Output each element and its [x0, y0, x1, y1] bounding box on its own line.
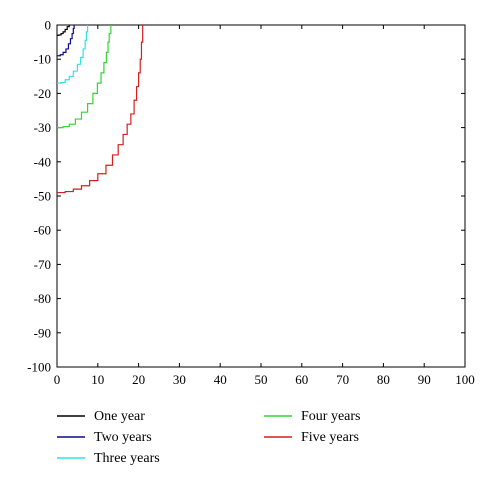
series-layer — [57, 25, 144, 194]
x-tick-label: 20 — [132, 372, 145, 387]
x-tick-label: 50 — [255, 372, 268, 387]
y-tick-label: -70 — [34, 257, 51, 272]
y-axis: 0 -10 -20 -30 -40 -50 -60 -70 -80 -90 -100 — [27, 18, 465, 375]
series-line-2 — [57, 25, 75, 57]
legend-label-5: Five years — [301, 430, 359, 445]
series-line-5 — [57, 25, 144, 194]
x-tick-label: 80 — [377, 372, 390, 387]
y-tick-label: -40 — [34, 154, 51, 169]
y-tick-label: -60 — [34, 223, 51, 238]
legend-label-4: Four years — [301, 409, 361, 424]
x-tick-label: 100 — [455, 372, 475, 387]
y-tick-label: -90 — [34, 325, 51, 340]
y-tick-label: -80 — [34, 291, 51, 306]
x-axis: 0 10 20 30 40 50 60 70 80 90 100 — [54, 25, 475, 387]
x-tick-label: 0 — [54, 372, 61, 387]
x-tick-label: 40 — [214, 372, 227, 387]
plot-area-frame — [56, 24, 466, 368]
y-tick-label: -20 — [34, 86, 51, 101]
y-tick-label: -30 — [34, 120, 51, 135]
x-tick-label: 60 — [295, 372, 308, 387]
series-line-4 — [57, 25, 112, 129]
x-tick-label: 10 — [91, 372, 104, 387]
y-tick-label: -10 — [34, 52, 51, 67]
x-tick-label: 90 — [418, 372, 431, 387]
legend-label-2: Two years — [94, 430, 152, 445]
legend-label-1: One year — [94, 409, 145, 424]
series-line-1 — [57, 25, 70, 36]
x-tick-label: 30 — [173, 372, 186, 387]
y-tick-label: 0 — [45, 18, 52, 33]
legend: One year Two years Three years Four years Fi… — [57, 409, 361, 466]
y-tick-label: -100 — [27, 360, 51, 375]
legend-label-3: Three years — [94, 451, 160, 466]
y-tick-label: -50 — [34, 189, 51, 204]
x-tick-label: 70 — [336, 372, 349, 387]
series-line-3 — [57, 25, 89, 84]
